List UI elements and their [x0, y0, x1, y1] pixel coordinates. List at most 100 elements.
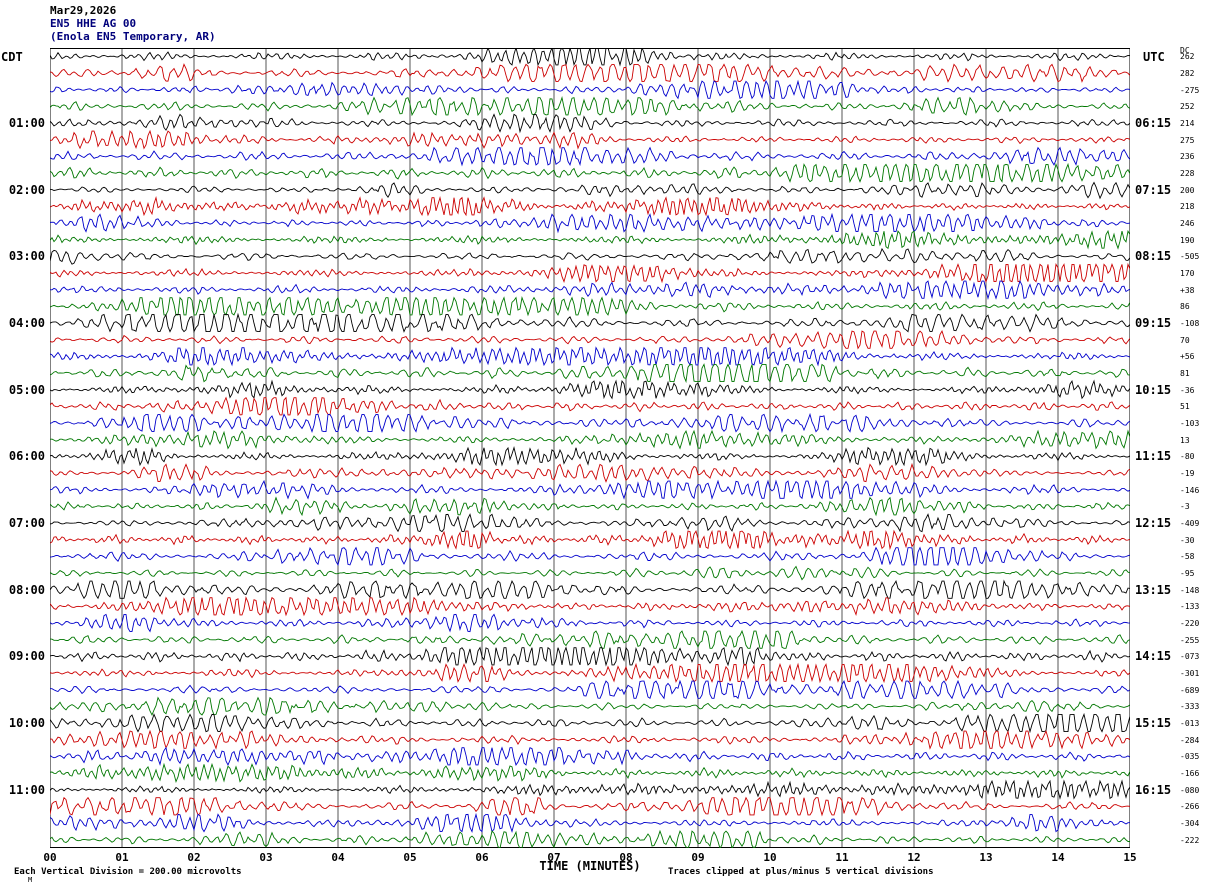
dc-offset-value: -275 — [1180, 85, 1200, 95]
dc-offset-value: 170 — [1180, 269, 1195, 278]
dc-offset-value: 86 — [1180, 302, 1190, 312]
title-date: Mar29,2026 — [50, 4, 117, 17]
dc-offset-value: -222 — [1180, 835, 1200, 845]
dc-offset-value: -148 — [1180, 585, 1200, 595]
seismogram-trace-row-9 — [50, 195, 1130, 217]
seismogram-trace-row-3 — [50, 95, 1130, 117]
clip-note: Traces clipped at plus/minus 5 vertical … — [668, 867, 934, 877]
left-hour-label: 06:00 — [8, 449, 45, 464]
seismogram-trace-row-4 — [50, 113, 1130, 134]
seismogram-trace-row-37 — [50, 662, 1130, 684]
seismogram-trace-row-13 — [50, 262, 1130, 284]
seismogram-trace-row-44 — [50, 779, 1130, 800]
dc-offset-value: 218 — [1180, 202, 1195, 212]
dc-offset-value: -19 — [1180, 469, 1195, 478]
seismogram-trace-row-15 — [50, 296, 1130, 317]
dc-column-label: DC — [1180, 46, 1190, 55]
seismogram-trace-row-14 — [50, 279, 1130, 300]
left-hour-label: 08:00 — [8, 582, 45, 597]
x-axis-tick: 00 — [43, 851, 57, 864]
seismogram-trace-row-17 — [50, 330, 1130, 350]
dc-offset-value: 214 — [1180, 119, 1195, 128]
seismogram-trace-row-1 — [50, 63, 1130, 83]
seismogram-trace-row-22 — [50, 412, 1130, 434]
seismogram-trace-row-36 — [50, 646, 1130, 667]
left-hour-label: 02:00 — [8, 182, 45, 197]
x-axis-tick: 12 — [907, 851, 921, 864]
dc-offset-value: -3 — [1180, 502, 1190, 512]
dc-offset-value: -013 — [1180, 719, 1200, 728]
x-axis-tick: 05 — [403, 851, 417, 864]
x-axis-tick: 13 — [979, 851, 993, 864]
x-axis-tick: 03 — [259, 851, 273, 864]
seismogram-trace-row-42 — [50, 746, 1130, 767]
dc-offset-value: 236 — [1180, 152, 1195, 162]
seismogram-trace-row-5 — [50, 129, 1130, 150]
x-axis-tick: 04 — [331, 851, 345, 864]
right-hour-label: 10:15 — [1135, 382, 1172, 397]
dc-offset-value: 81 — [1180, 369, 1190, 378]
right-hour-label: 16:15 — [1135, 782, 1172, 797]
dc-offset-value: -133 — [1180, 602, 1200, 612]
dc-offset-value: -304 — [1180, 819, 1200, 828]
seismogram-trace-row-18 — [50, 346, 1130, 367]
x-axis-tick: 06 — [475, 851, 489, 864]
x-axis-tick: 08 — [619, 851, 633, 864]
seismogram-trace-row-20 — [50, 379, 1130, 400]
seismogram-trace-row-34 — [50, 613, 1130, 633]
left-hour-label: 10:00 — [8, 716, 45, 730]
seismogram-trace-row-6 — [50, 146, 1130, 167]
right-hour-label: 08:15 — [1135, 249, 1172, 264]
right-hour-label: 14:15 — [1135, 649, 1172, 664]
dc-offset-value: -146 — [1180, 485, 1200, 495]
dc-offset-value: +56 — [1180, 352, 1195, 362]
seismogram-trace-row-10 — [50, 212, 1130, 234]
title-station: EN5 HHE AG 00 — [50, 17, 137, 30]
seismogram-trace-row-32 — [50, 579, 1130, 600]
seismogram-trace-row-41 — [50, 729, 1130, 750]
scale-note: Each Vertical Division = 200.00 microvol… — [14, 867, 242, 877]
dc-offset-value: -103 — [1180, 419, 1200, 428]
dc-offset-value: 262 — [1180, 52, 1195, 62]
dc-offset-value: -266 — [1180, 802, 1200, 812]
seismogram-trace-row-19 — [50, 363, 1130, 384]
x-axis-tick: 11 — [835, 851, 849, 864]
dc-offset-value: -30 — [1180, 535, 1195, 545]
dc-offset-value: -301 — [1180, 669, 1200, 678]
seismogram-trace-row-24 — [50, 446, 1130, 467]
dc-offset-value: -073 — [1180, 652, 1200, 662]
seismogram-trace-row-39 — [50, 696, 1130, 716]
seismogram-trace-row-12 — [50, 247, 1130, 265]
seismogram-trace-row-35 — [50, 629, 1130, 649]
left-hour-label: 07:00 — [8, 516, 45, 530]
dc-offset-value: 275 — [1180, 135, 1195, 145]
right-hour-label: 12:15 — [1135, 516, 1172, 530]
right-hour-label: 13:15 — [1135, 582, 1172, 597]
dc-offset-value: -689 — [1180, 685, 1200, 695]
dc-offset-value: 246 — [1180, 219, 1195, 228]
x-axis-tick: 09 — [691, 851, 705, 864]
dc-offset-value: -255 — [1180, 635, 1200, 645]
dc-offset-value: -80 — [1180, 452, 1195, 462]
seismogram-trace-row-47 — [50, 829, 1130, 848]
seismogram-trace-row-33 — [50, 596, 1130, 617]
seismogram-trace-row-23 — [50, 429, 1130, 450]
x-axis-tick: 15 — [1123, 851, 1137, 864]
dc-offset-value: 51 — [1180, 402, 1190, 412]
dc-offset-value: 252 — [1180, 102, 1195, 112]
right-hour-label: 09:15 — [1135, 316, 1172, 330]
corner-mark: M — [28, 876, 33, 884]
x-axis-tick: 14 — [1051, 851, 1065, 864]
x-axis-tick: 07 — [547, 851, 561, 864]
dc-offset-value: -333 — [1180, 702, 1200, 712]
seismogram-trace-row-26 — [50, 479, 1130, 500]
left-hour-label: 01:00 — [8, 116, 45, 130]
seismogram-trace-row-2 — [50, 79, 1130, 100]
left-axis-label: CDT — [1, 50, 23, 64]
seismogram-trace-row-21 — [50, 396, 1130, 417]
dc-offset-value: 70 — [1180, 335, 1190, 345]
left-hour-label: 09:00 — [8, 649, 45, 664]
dc-offset-value: -409 — [1180, 519, 1200, 528]
dc-offset-value: -58 — [1180, 552, 1195, 562]
